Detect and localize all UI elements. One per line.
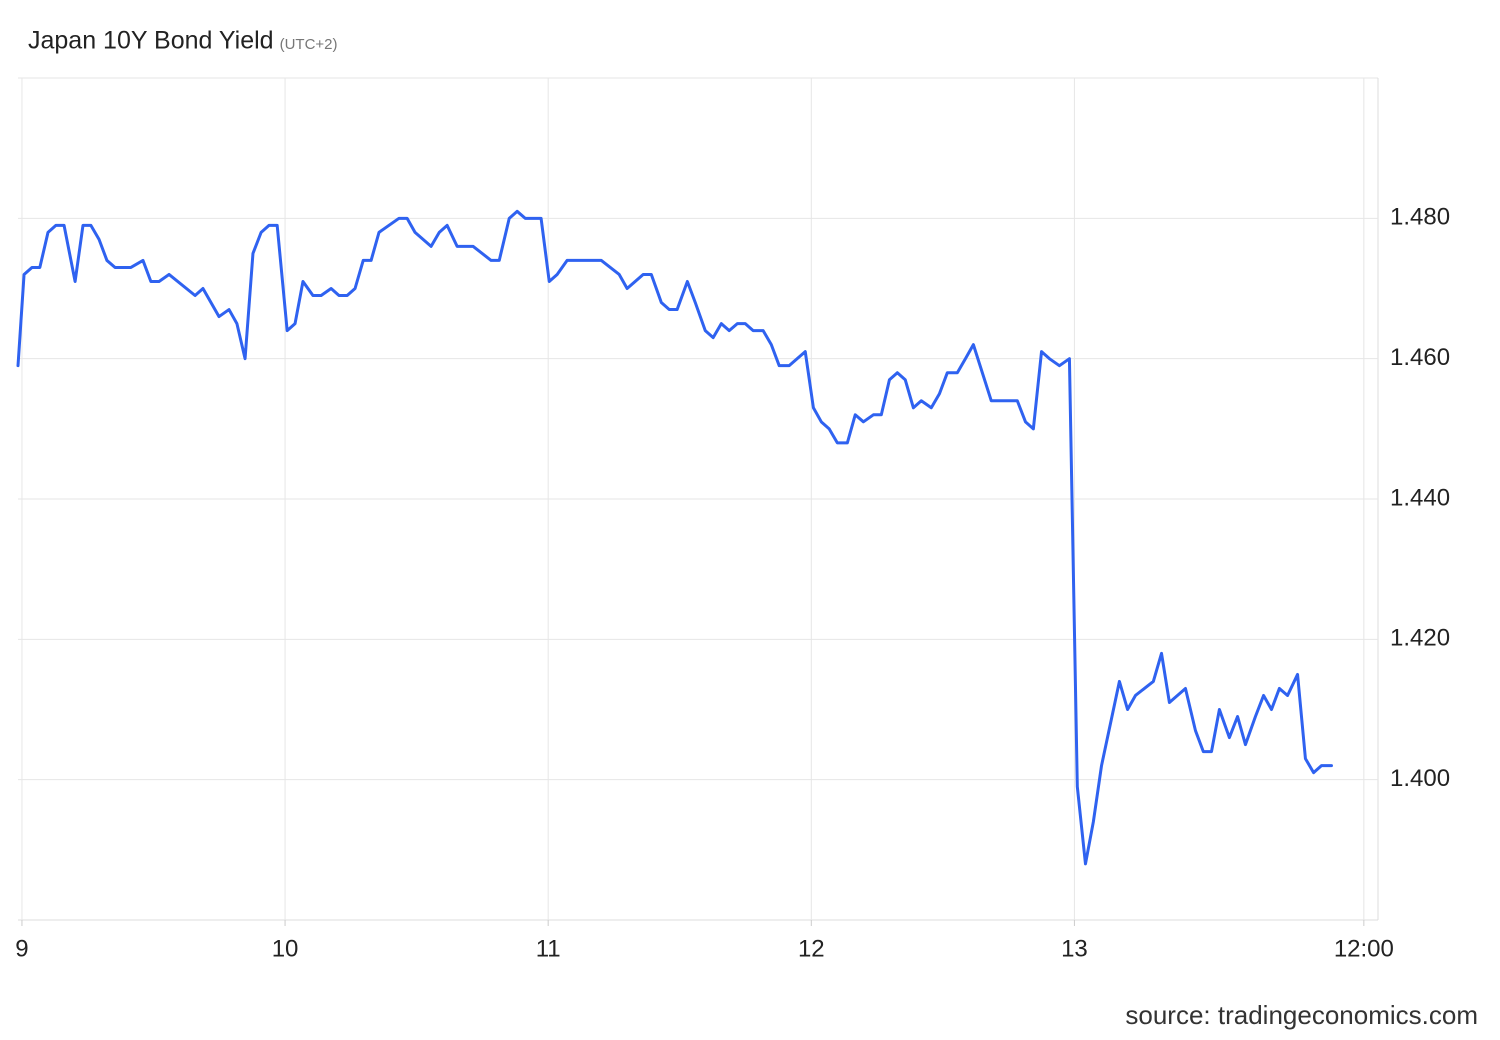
y-tick-label: 1.440 (1390, 484, 1450, 511)
y-tick-label: 1.420 (1390, 625, 1450, 652)
y-tick-label: 1.400 (1390, 765, 1450, 792)
y-tick-label: 1.460 (1390, 344, 1450, 371)
x-tick-label: 12:00 (1334, 935, 1394, 962)
y-tick-label: 1.480 (1390, 204, 1450, 231)
x-tick-label: 10 (272, 935, 299, 962)
chart-title: Japan 10Y Bond Yield (28, 27, 274, 55)
data-line (16, 209, 1333, 866)
chart-subtitle: (UTC+2) (280, 36, 338, 53)
x-tick-label: 9 (15, 935, 28, 962)
x-tick-label: 12 (798, 935, 825, 962)
x-tick-label: 13 (1061, 935, 1088, 962)
x-tick-label: 11 (536, 935, 561, 962)
source-note: source: tradingeconomics.com (1125, 1000, 1478, 1030)
